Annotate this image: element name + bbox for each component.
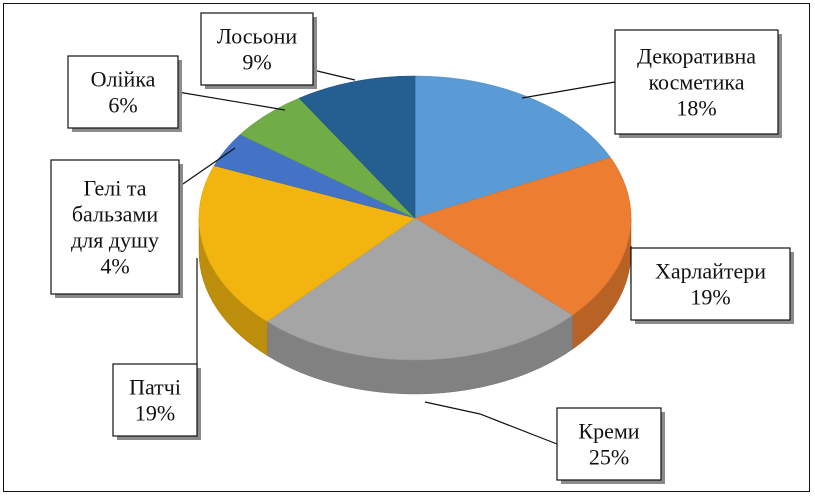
label-box-6 [200, 12, 314, 86]
pie-slice-6 [298, 75, 416, 219]
slice-percent-label-3: 19% [135, 400, 175, 425]
pie-slice-0 [414, 75, 611, 219]
slice-percent-label-1: 19% [690, 284, 730, 309]
slice-category-label-4: Гелі та [83, 175, 146, 200]
slice-category-label-0: Декоративна [637, 43, 756, 68]
leader-line-5 [177, 91, 286, 111]
slice-percent-label-5: 6% [108, 92, 137, 117]
data-labels: Декоративнакосметика18%Харлайтери19%Крем… [50, 12, 794, 484]
slice-category-label-6: Лосьони [217, 23, 297, 48]
label-box-5 [67, 55, 179, 129]
pie-slice-2 [266, 217, 574, 361]
slice-category-label-4: для душу [71, 227, 159, 252]
label-box-3 [112, 363, 198, 437]
slice-percent-label-2: 25% [589, 444, 629, 469]
label-box-1 [630, 247, 791, 321]
label-box-2 [556, 407, 662, 481]
slice-percent-label-0: 18% [676, 95, 716, 120]
slice-percent-label-6: 9% [242, 49, 271, 74]
label-box-0 [614, 29, 779, 135]
slice-category-label-0: косметика [648, 69, 744, 94]
slice-category-label-5: Олійка [91, 66, 156, 91]
slice-percent-label-4: 4% [100, 253, 129, 278]
pie-slice-3 [198, 165, 416, 322]
leader-line-2 [424, 401, 558, 445]
pie-top-faces [198, 75, 632, 361]
slice-category-label-4: бальзами [72, 201, 159, 226]
slice-category-label-1: Харлайтери [655, 258, 766, 283]
slice-category-label-3: Патчі [129, 374, 181, 399]
label-box-4 [50, 159, 180, 295]
leader-line-6 [312, 69, 356, 81]
slice-category-label-2: Креми [578, 418, 639, 443]
pie-slice-1 [414, 157, 632, 316]
leader-line-0 [521, 81, 616, 99]
